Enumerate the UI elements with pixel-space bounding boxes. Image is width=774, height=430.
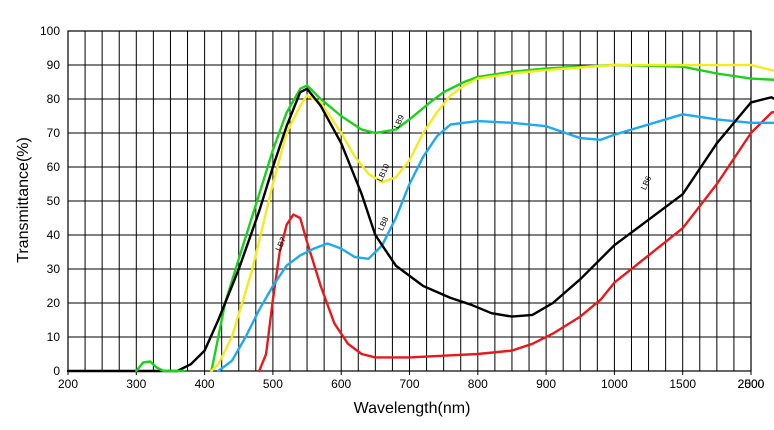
series-lb7-line [258,110,774,373]
x-tick-label: 200 [58,377,78,391]
y-tick-label: 40 [47,228,61,242]
series-lb7-label: LB7 [274,235,288,252]
series-lb8-line [217,113,774,373]
y-tick-label: 70 [47,126,61,140]
x-tick-label: 2500 [738,377,765,391]
y-tick-label: 10 [47,330,61,344]
series-lb9-label: LB9 [392,113,406,130]
y-tick-label: 0 [53,364,60,378]
x-tick-label: 1000 [601,377,628,391]
x-tick-label: 2000 [738,377,765,391]
y-tick-label: 60 [47,160,61,174]
x-tick-label: 900 [536,377,556,391]
x-tick-label: 500 [263,377,283,391]
grid [68,31,751,371]
y-tick-label: 30 [47,262,61,276]
x-tick-label: 700 [399,377,419,391]
series-lb6-label: LB6 [639,174,653,191]
y-tick-label: 80 [47,92,61,106]
series-lb6-line [66,87,774,373]
y-axis-label: Transmittance(%) [15,137,32,263]
y-tick-label: 50 [47,194,61,208]
y-tick-label: 20 [47,296,61,310]
x-tick-label: 400 [195,377,215,391]
x-tick-label: 600 [331,377,351,391]
x-tick-label: 1500 [669,377,696,391]
x-tick-label: 800 [468,377,488,391]
y-tick-labels: 0 10 20 30 40 50 60 70 80 90 100 [40,24,60,378]
series-lb10-line [210,63,774,373]
x-axis-label: Wavelength(nm) [354,400,471,417]
series-unlabeled-line-5 [135,360,186,373]
curves [66,63,774,373]
y-tick-label: 100 [40,24,60,38]
y-tick-label: 90 [47,58,61,72]
x-tick-label: 300 [126,377,146,391]
series-lb8-label: LB8 [376,215,390,232]
